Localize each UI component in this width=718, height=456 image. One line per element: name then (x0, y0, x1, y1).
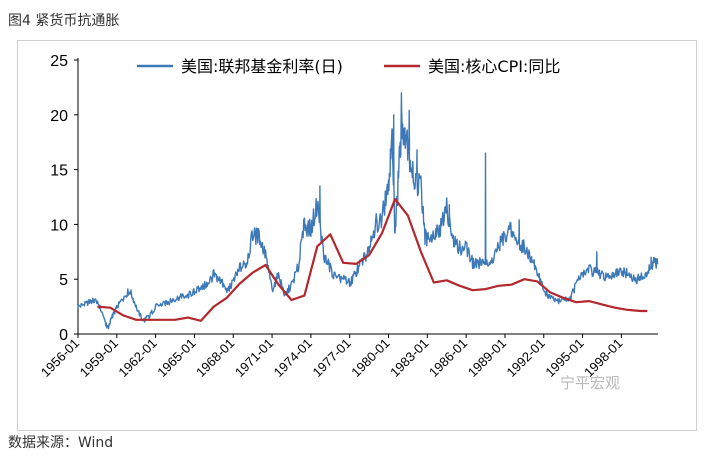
watermark: 宁平宏观 (560, 374, 621, 392)
x-tick-label: 1965-01 (154, 336, 198, 380)
series-lines (77, 92, 659, 330)
legend-label: 美国:联邦基金利率(日) (181, 57, 343, 76)
x-tick-label: 1989-01 (465, 336, 509, 380)
x-tick-label: 1959-01 (77, 336, 121, 380)
x-tick-label: 1983-01 (387, 336, 431, 380)
x-tick-label: 1962-01 (115, 336, 159, 380)
x-tick-label: 1977-01 (309, 336, 353, 380)
x-tick-label: 1971-01 (232, 336, 276, 380)
y-tick-label: 25 (50, 53, 68, 70)
y-axis: 0 5 10 15 20 25 (50, 53, 79, 344)
series-line-fed-funds-rate (77, 92, 659, 330)
y-tick-label: 5 (59, 272, 68, 289)
y-tick-label: 15 (50, 163, 68, 180)
x-tick-label: 1968-01 (193, 336, 237, 380)
x-tick-label: 1986-01 (426, 336, 470, 380)
legend: 美国:联邦基金利率(日) 美国:核心CPI:同比 (137, 57, 560, 76)
y-tick-label: 10 (50, 217, 68, 234)
chart-frame (17, 40, 697, 431)
x-tick-label: 1974-01 (271, 336, 315, 380)
series-line-core-cpi (97, 198, 648, 322)
source-note: 数据来源：Wind (8, 435, 114, 451)
figure-title: 图4 紧货币抗通胀 (8, 13, 120, 29)
legend-label: 美国:核心CPI:同比 (428, 57, 560, 76)
y-tick-label: 0 (59, 327, 68, 344)
x-tick-label: 1980-01 (348, 336, 392, 380)
x-tick-label: 1992-01 (504, 336, 548, 380)
y-tick-label: 20 (50, 108, 68, 125)
